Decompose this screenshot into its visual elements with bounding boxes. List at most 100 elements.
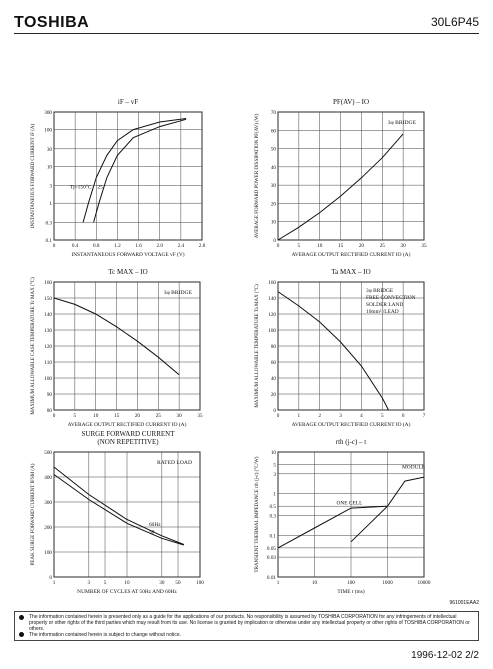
c6-y-tick-label: 1 [273, 492, 276, 498]
c1-y-tick-label: 3 [49, 184, 52, 190]
c2-y-tick-label: 40 [271, 165, 277, 171]
c3-y-tick-label: 90 [47, 392, 53, 398]
c3-chart-title: Tc MAX – IO [108, 268, 147, 276]
c4-x-tick-label: 2 [318, 413, 321, 419]
c4-legend-line: SOLDER LAND [366, 302, 403, 308]
c1-x-tick-label: 0.8 [93, 243, 100, 249]
c2-y-tick-label: 50 [271, 147, 277, 153]
bullet-icon [19, 632, 24, 637]
c4-legend-line: 10mm² /LEAD [366, 309, 399, 315]
c6-y-tick-label: 0.01 [267, 575, 276, 581]
c5-x-tick-label: 100 [196, 580, 204, 586]
c6-y-axis-label: TRANSIENT THERMAL IMPEDANCE rth (j-c) (°… [255, 456, 260, 572]
c1-x-tick-label: 0.4 [72, 243, 79, 249]
part-number: 30L6P45 [430, 15, 479, 29]
c5-y-tick-label: 500 [44, 450, 52, 456]
c5-chart-subtitle: (NON REPETITIVE) [97, 438, 159, 446]
c6-series-line-1 [350, 476, 425, 543]
c4-x-tick-label: 6 [402, 413, 405, 419]
c4-x-tick-label: 7 [423, 413, 426, 419]
c4-y-tick-label: 40 [271, 376, 277, 382]
c1-y-tick-label: 0.1 [46, 238, 53, 244]
c3-y-tick-label: 150 [44, 296, 52, 302]
c1-x-tick-label: 2.4 [178, 243, 185, 249]
c4-y-axis-label: MAXIMUM ALLOWABLE TEMPERATURE Ta MAX (°C… [255, 284, 260, 408]
c3-y-tick-label: 120 [44, 344, 52, 350]
c3-x-axis-label: AVERAGE OUTPUT RECTIFIED CURRENT IO (A) [68, 421, 187, 428]
c3-y-tick-label: 80 [47, 408, 53, 414]
c2-x-tick-label: 30 [401, 243, 407, 249]
c6-chart-title: rth (j-c) – t [336, 438, 367, 446]
c6-y-tick-label: 10 [271, 450, 277, 456]
c5-legend-text: RATED LOAD [157, 460, 192, 466]
c4-x-tick-label: 3 [339, 413, 342, 419]
c5-y-tick-label: 400 [44, 475, 52, 481]
notice-text-1: The information contained herein is pres… [29, 614, 470, 632]
c4-x-tick-label: 4 [360, 413, 363, 419]
c4-y-tick-label: 100 [268, 328, 276, 334]
c3-y-tick-label: 140 [44, 312, 52, 318]
c3-x-tick-label: 5 [74, 413, 77, 419]
c4-series-line-0 [277, 291, 389, 411]
c3-x-tick-label: 15 [114, 413, 120, 419]
c4-legend-line: FREE CONVECTION [366, 295, 416, 301]
c4-x-tick-label: 5 [381, 413, 384, 419]
c3-y-tick-label: 100 [44, 376, 52, 382]
c6-annotation: MODULE [402, 465, 426, 471]
c2-x-tick-label: 5 [298, 243, 301, 249]
c2-x-axis-label: AVERAGE OUTPUT RECTIFIED CURRENT IO (A) [292, 251, 411, 258]
header-rule [14, 33, 479, 34]
c5-y-tick-label: 0 [49, 575, 52, 581]
c6-y-tick-label: 3 [273, 472, 276, 478]
c2-plot-frame [277, 111, 425, 241]
c4-y-tick-label: 160 [268, 280, 276, 286]
page-header: TOSHIBA 30L6P45 [14, 14, 479, 32]
doc-id: 961001EAA2 [449, 600, 479, 606]
c4-x-tick-label: 0 [277, 413, 280, 419]
c5-chart-title: SURGE FORWARD CURRENT [82, 430, 176, 438]
footer-date-page: 1996-12-02 2/2 [411, 650, 479, 661]
c6-y-tick-label: 0.05 [267, 546, 276, 552]
c2-y-tick-label: 30 [271, 183, 277, 189]
c6-y-tick-label: 0.3 [270, 513, 277, 519]
c5-y-tick-label: 100 [44, 550, 52, 556]
c4-x-tick-label: 1 [298, 413, 301, 419]
c1-x-tick-label: 2.0 [156, 243, 163, 249]
c5-x-tick-label: 3 [88, 580, 91, 586]
c5-y-axis-label: PEAK SURGE FORWARD CURRENT IFSM (A) [31, 463, 36, 565]
c1-x-tick-label: 1.6 [135, 243, 142, 249]
c5-series-line-0 [53, 466, 184, 545]
c3-x-tick-label: 0 [53, 413, 56, 419]
c6-x-tick-label: 100 [347, 580, 355, 586]
c2-chart-title: PF(AV) – IO [333, 98, 369, 106]
c5-x-tick-label: 30 [159, 580, 165, 586]
c2-y-tick-label: 70 [271, 110, 277, 116]
c1-y-tick-label: 0.3 [46, 220, 53, 226]
c1-y-tick-label: 1 [49, 201, 52, 207]
c6-x-tick-label: 10000 [418, 580, 431, 586]
c1-plot-frame [53, 111, 203, 241]
c3-y-axis-label: MAXIMUM ALLOWABLE CASE TEMPERATURE Tc MA… [31, 277, 36, 415]
c2-series-line-0 [277, 133, 404, 241]
c2-y-tick-label: 0 [273, 238, 276, 244]
c2-legend-text: 3φ BRIDGE [388, 120, 417, 126]
c6-x-tick-label: 1 [277, 580, 280, 586]
c1-y-tick-label: 100 [44, 128, 52, 134]
c3-x-tick-label: 35 [197, 413, 203, 419]
c6-annotation: ONE CELL [336, 500, 362, 506]
c4-y-tick-label: 120 [268, 312, 276, 318]
c2-x-tick-label: 35 [421, 243, 427, 249]
c1-x-tick-label: 1.2 [114, 243, 121, 249]
c5-x-tick-label: 10 [124, 580, 130, 586]
c5-y-tick-label: 200 [44, 525, 52, 531]
c1-series-line-1 [93, 118, 187, 223]
c6-x-axis-label: TIME t (ms) [337, 588, 364, 595]
c3-legend-text: 3φ BRIDGE [164, 290, 193, 296]
c1-annotation: Tj=150°C [70, 184, 92, 191]
c2-y-axis-label: AVERAGE FORWARD POWER DISSIPATION PF(AV)… [255, 113, 260, 238]
c2-x-tick-label: 25 [380, 243, 386, 249]
c5-series-line-1 [53, 474, 184, 546]
c2-x-tick-label: 15 [338, 243, 344, 249]
c5-annotation: 60Hz [149, 522, 161, 528]
